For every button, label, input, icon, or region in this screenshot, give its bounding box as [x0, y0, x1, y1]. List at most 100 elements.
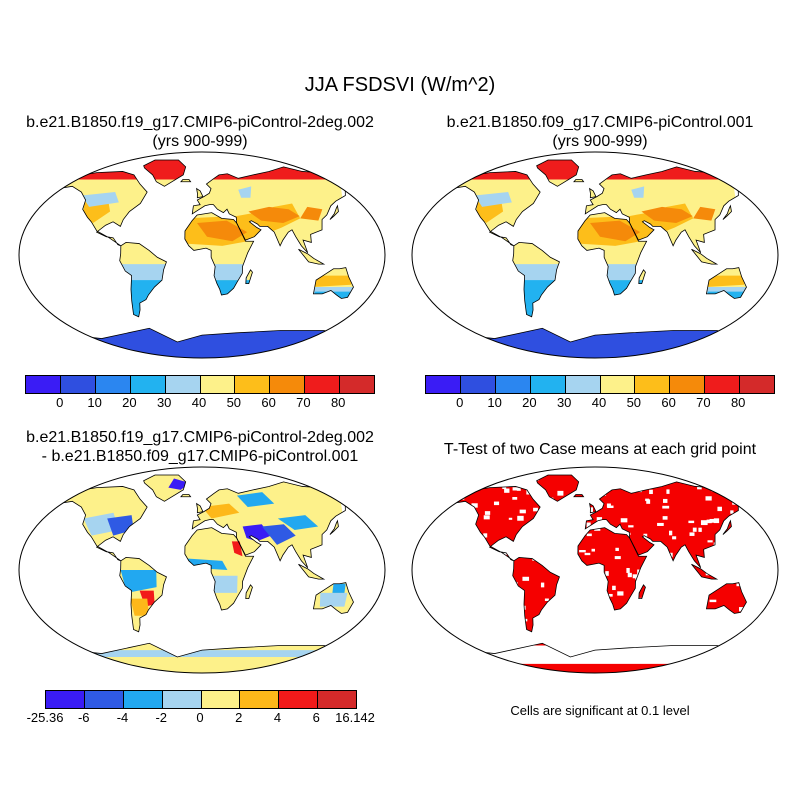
insignificant-cell — [540, 582, 545, 588]
insignificant-cell — [734, 481, 739, 484]
insignificant-cell — [662, 505, 670, 509]
colorbar-tick-label: 40 — [191, 395, 207, 410]
value-region — [705, 275, 746, 288]
coastline-antarctica — [46, 642, 356, 673]
insignificant-cell — [750, 510, 758, 514]
colorbar-case2 — [425, 375, 775, 394]
colorbar-swatch — [318, 691, 356, 708]
value-region — [120, 570, 157, 593]
coastline-britain — [589, 502, 597, 514]
value-region — [197, 220, 248, 242]
insignificant-cell — [519, 509, 526, 514]
insignificant-cell — [736, 583, 741, 587]
map-case2 — [411, 151, 779, 359]
insignificant-cell — [584, 552, 591, 556]
colorbar-swatch — [340, 376, 375, 393]
colorbar-tick-label: -6 — [77, 710, 90, 725]
insignificant-cell — [662, 516, 668, 520]
insignificant-cell — [591, 548, 595, 552]
insignificant-cell — [627, 572, 632, 578]
value-region — [300, 206, 323, 221]
value-region — [212, 264, 248, 281]
panel-title-line1: b.e21.B1850.f19_g17.CMIP6-piControl-2deg… — [26, 429, 374, 446]
coastline-britain — [196, 502, 204, 514]
colorbar-tick-label: 2 — [235, 710, 243, 725]
colorbar-difference — [45, 690, 357, 709]
insignificant-cell — [628, 525, 634, 528]
insignificant-cell — [586, 533, 592, 537]
panel-title-line1: T-Test of two Case means at each grid po… — [443, 441, 757, 458]
insignificant-cell — [649, 489, 653, 495]
colorbar-tick-label: 0 — [456, 395, 464, 410]
colorbar-tick-label: 10 — [487, 395, 502, 410]
coastline-indonesia — [298, 563, 326, 580]
insignificant-cell — [705, 496, 712, 501]
coastline-africa — [184, 527, 255, 611]
panel-title-line1: b.e21.B1850.f19_g17.CMIP6-piControl-2deg… — [26, 114, 374, 131]
coastline-iceland — [573, 494, 585, 498]
value-region — [277, 515, 319, 530]
colorbar-swatch — [165, 376, 201, 393]
coastline-africa — [184, 212, 255, 296]
insignificant-cell — [709, 518, 716, 523]
coastline-iceland — [180, 179, 192, 183]
value-region — [332, 583, 346, 593]
coastline-africa — [577, 527, 648, 611]
colorbar-swatch — [95, 376, 131, 393]
insignificant-cell — [533, 507, 538, 512]
insignificant-cell — [620, 518, 628, 523]
coastline-australia — [312, 267, 354, 299]
value-region — [130, 598, 150, 616]
insignificant-cell — [698, 527, 702, 532]
insignificant-cell — [615, 547, 619, 551]
coastline-eurasia — [191, 481, 361, 568]
colorbar-tick-label: 20 — [522, 395, 537, 410]
colorbar-tick-label: 70 — [296, 395, 311, 410]
colorbar-swatch — [240, 691, 280, 708]
coastline-northamerica — [55, 486, 148, 562]
coastline-northamerica — [448, 171, 541, 247]
colorbar-swatch — [670, 376, 706, 393]
panel-title-line2: (yrs 900-999) — [152, 133, 248, 150]
insignificant-cell — [522, 576, 530, 581]
colorbar-swatch — [600, 376, 636, 393]
insignificant-cell — [449, 481, 455, 485]
colorbar-tick-label: 0 — [56, 395, 64, 410]
figure-title: JJA FSDSVI (W/m^2) — [304, 74, 496, 96]
colorbar-tick-label: 16.142 — [335, 710, 375, 725]
coastline-japan — [722, 519, 732, 535]
colorbar-swatch — [426, 376, 461, 393]
map-border — [411, 466, 779, 674]
coastline-madagascar — [638, 584, 646, 600]
value-region — [312, 275, 353, 288]
insignificant-cell — [717, 506, 722, 512]
insignificant-cell — [483, 533, 488, 538]
insignificant-cell — [742, 495, 747, 499]
colorbar-swatch — [279, 691, 319, 708]
colorbar-tick-label: 70 — [696, 395, 711, 410]
panel-title-bottom-left: b.e21.B1850.f19_g17.CMIP6-piControl-2deg… — [0, 428, 400, 466]
value-region — [605, 264, 641, 281]
value-region — [631, 186, 645, 198]
coastline-britain — [589, 187, 597, 199]
insignificant-cell — [730, 510, 734, 514]
insignificant-cell — [740, 638, 745, 642]
coastline-greenland — [143, 159, 187, 187]
coastline-northamerica — [448, 486, 541, 562]
insignificant-cell — [517, 515, 524, 521]
value-region — [48, 650, 356, 657]
insignificant-cell — [500, 551, 507, 556]
value-region — [238, 186, 252, 198]
insignificant-cell — [692, 527, 697, 532]
insignificant-cell — [688, 520, 695, 524]
insignificant-cell — [493, 501, 500, 506]
colorbar-tick-label: 50 — [626, 395, 642, 410]
coastline-indonesia — [298, 248, 326, 265]
insignificant-cell — [754, 625, 761, 628]
colorbar-swatch — [162, 691, 202, 708]
panel-title-line2: (yrs 900-999) — [552, 133, 648, 150]
insignificant-cell — [617, 591, 624, 596]
coastline-japan — [329, 519, 339, 535]
insignificant-cell — [666, 489, 670, 494]
coastline-eurasia — [584, 166, 754, 253]
